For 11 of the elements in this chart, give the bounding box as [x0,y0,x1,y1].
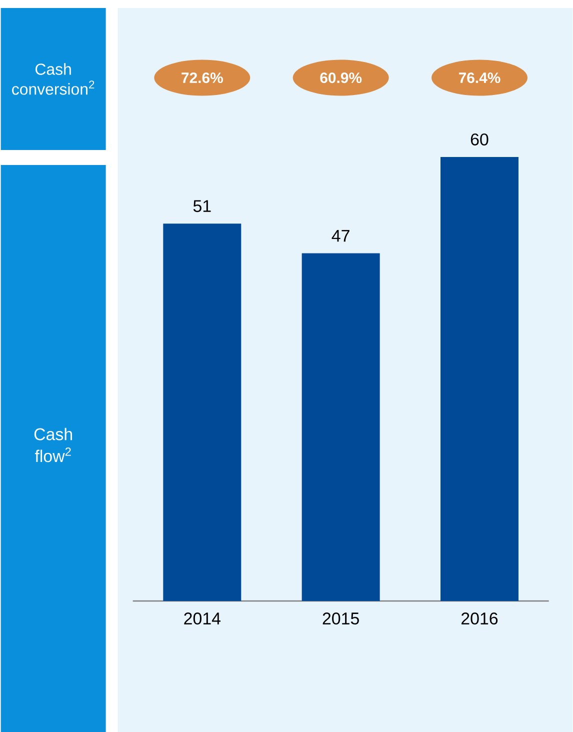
x-tick-label: 2016 [462,612,498,625]
x-tick-label: 2014 [184,612,221,625]
text: 76.4% [459,72,500,84]
data-label: 47 [332,230,350,242]
text: 72.6% [182,72,224,84]
text: Cash conversion$^{2}$ [12,63,94,95]
x-tick-label: 2015 [322,612,360,625]
text: 60.9% [320,72,362,84]
y-axis-title: Cash flow$^{2}$ [34,428,72,462]
data-label: 60 [471,133,488,146]
data-label: 51 [194,200,211,212]
